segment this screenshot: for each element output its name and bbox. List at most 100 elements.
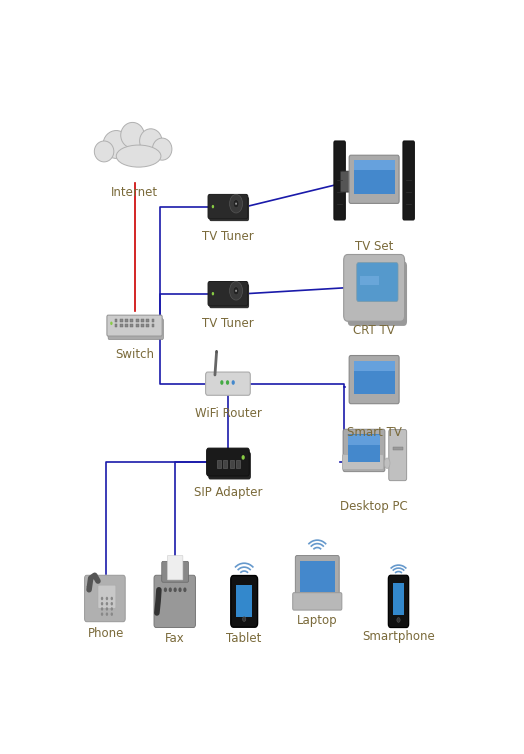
FancyBboxPatch shape [364, 175, 384, 182]
FancyBboxPatch shape [151, 324, 155, 326]
Circle shape [220, 380, 223, 385]
Text: TV Set: TV Set [355, 241, 394, 253]
FancyBboxPatch shape [388, 575, 409, 627]
FancyBboxPatch shape [115, 324, 117, 326]
FancyBboxPatch shape [130, 319, 133, 322]
Circle shape [106, 607, 108, 611]
FancyBboxPatch shape [344, 255, 405, 321]
FancyBboxPatch shape [141, 319, 144, 322]
Circle shape [242, 455, 245, 460]
FancyBboxPatch shape [209, 197, 249, 221]
FancyBboxPatch shape [125, 324, 128, 326]
Text: Internet: Internet [111, 186, 158, 199]
FancyBboxPatch shape [353, 443, 375, 450]
FancyBboxPatch shape [205, 372, 250, 395]
Circle shape [233, 200, 239, 208]
FancyBboxPatch shape [115, 319, 117, 322]
Ellipse shape [384, 458, 390, 468]
FancyBboxPatch shape [389, 430, 407, 480]
Ellipse shape [152, 138, 172, 160]
FancyBboxPatch shape [364, 375, 384, 383]
Circle shape [101, 612, 103, 616]
FancyBboxPatch shape [343, 429, 385, 472]
FancyBboxPatch shape [403, 141, 414, 220]
FancyBboxPatch shape [120, 319, 123, 322]
Circle shape [101, 602, 103, 605]
FancyBboxPatch shape [293, 593, 342, 610]
Circle shape [235, 203, 237, 205]
FancyBboxPatch shape [378, 171, 392, 190]
Circle shape [230, 281, 243, 300]
Circle shape [111, 612, 113, 616]
FancyBboxPatch shape [216, 460, 221, 467]
Text: Smart TV: Smart TV [347, 426, 401, 439]
Circle shape [183, 587, 187, 592]
Circle shape [169, 587, 172, 592]
FancyBboxPatch shape [108, 319, 163, 339]
FancyBboxPatch shape [136, 324, 138, 326]
Circle shape [111, 596, 113, 600]
Text: TV Tuner: TV Tuner [202, 230, 254, 243]
FancyBboxPatch shape [151, 319, 155, 322]
Circle shape [226, 380, 229, 385]
Text: Phone: Phone [88, 627, 124, 640]
FancyBboxPatch shape [354, 360, 395, 371]
Circle shape [230, 195, 243, 213]
Circle shape [212, 205, 214, 208]
FancyBboxPatch shape [341, 171, 358, 192]
FancyBboxPatch shape [393, 583, 404, 615]
FancyBboxPatch shape [354, 161, 395, 194]
Ellipse shape [103, 130, 129, 158]
FancyBboxPatch shape [360, 276, 379, 285]
Ellipse shape [94, 141, 114, 162]
FancyBboxPatch shape [236, 460, 240, 467]
FancyBboxPatch shape [146, 319, 149, 322]
Text: TV Tuner: TV Tuner [202, 317, 254, 330]
Text: Fax: Fax [165, 632, 185, 645]
Circle shape [215, 350, 218, 354]
Circle shape [178, 587, 182, 592]
Circle shape [106, 612, 108, 616]
FancyBboxPatch shape [125, 319, 128, 322]
FancyBboxPatch shape [208, 195, 248, 219]
FancyBboxPatch shape [130, 324, 133, 326]
FancyBboxPatch shape [206, 448, 249, 476]
FancyBboxPatch shape [349, 155, 399, 204]
Circle shape [111, 602, 113, 605]
Circle shape [235, 290, 237, 292]
Circle shape [212, 292, 214, 296]
FancyBboxPatch shape [343, 455, 384, 470]
Text: Switch: Switch [115, 348, 154, 360]
FancyBboxPatch shape [168, 556, 183, 580]
Circle shape [106, 602, 108, 605]
FancyBboxPatch shape [300, 561, 335, 592]
FancyBboxPatch shape [347, 434, 380, 462]
Circle shape [164, 587, 167, 592]
FancyBboxPatch shape [136, 319, 138, 322]
FancyBboxPatch shape [349, 356, 399, 403]
Text: Tablet: Tablet [226, 632, 262, 645]
FancyBboxPatch shape [296, 556, 339, 598]
Text: SIP Adapter: SIP Adapter [194, 486, 262, 499]
FancyBboxPatch shape [208, 452, 251, 480]
Ellipse shape [139, 129, 162, 153]
Text: Laptop: Laptop [297, 615, 337, 627]
FancyBboxPatch shape [354, 360, 395, 394]
Circle shape [232, 380, 235, 385]
FancyBboxPatch shape [154, 575, 195, 627]
FancyBboxPatch shape [209, 284, 249, 308]
Circle shape [243, 617, 246, 621]
FancyBboxPatch shape [146, 324, 149, 326]
FancyBboxPatch shape [231, 575, 258, 627]
FancyBboxPatch shape [84, 575, 125, 622]
Circle shape [101, 596, 103, 600]
FancyBboxPatch shape [347, 435, 380, 446]
Circle shape [101, 607, 103, 611]
Ellipse shape [116, 145, 161, 167]
Circle shape [173, 587, 177, 592]
FancyBboxPatch shape [208, 281, 248, 306]
Text: Smartphone: Smartphone [362, 630, 435, 643]
Circle shape [106, 596, 108, 600]
FancyBboxPatch shape [348, 262, 407, 326]
Text: CRT TV: CRT TV [353, 324, 395, 337]
